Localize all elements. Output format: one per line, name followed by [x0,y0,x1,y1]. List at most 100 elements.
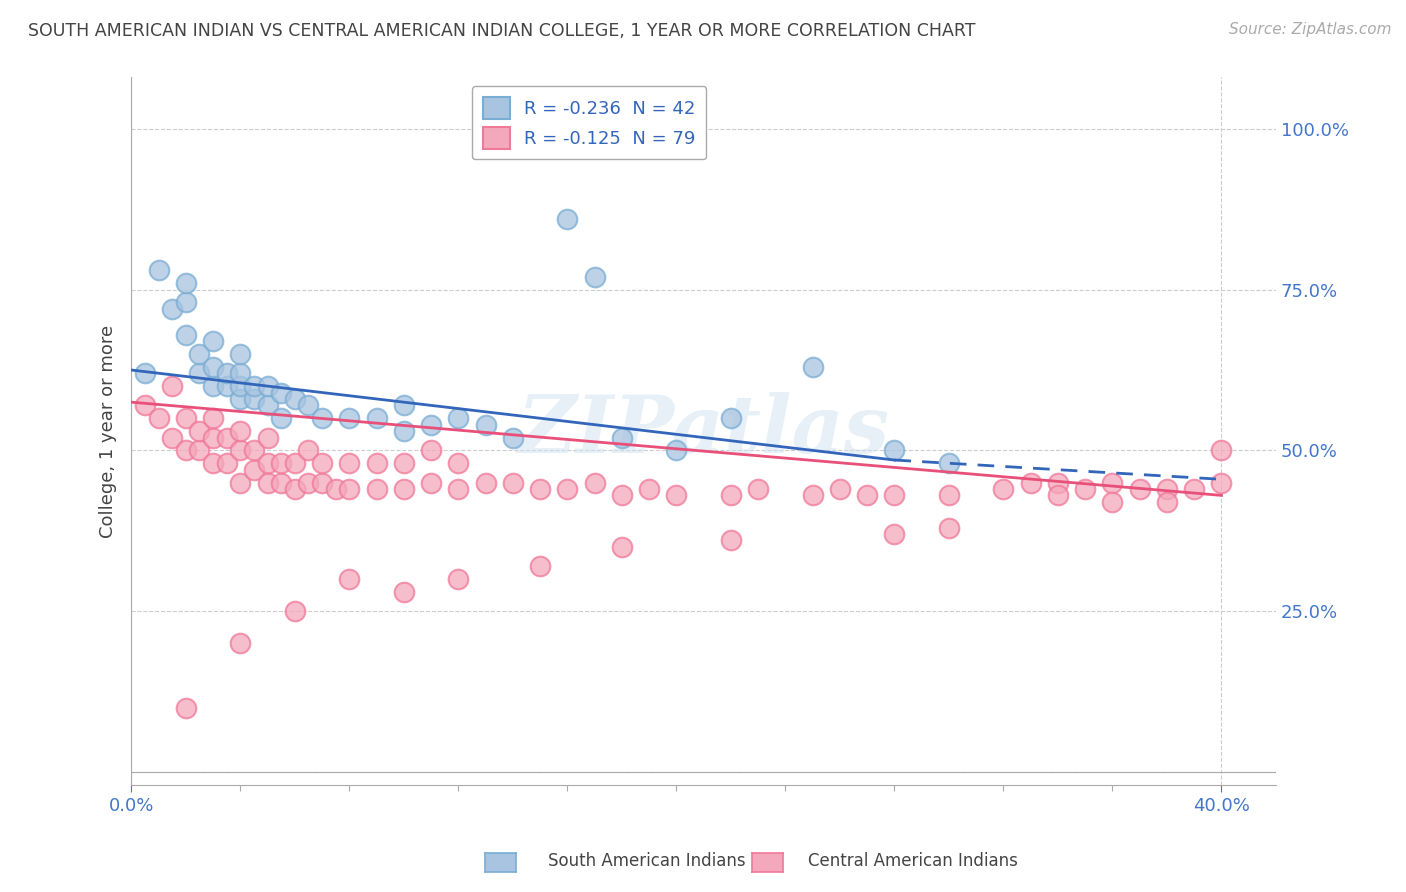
Point [256,456,278,470]
Point [747,482,769,496]
Point [557,211,579,226]
Point [188,366,211,380]
Point [447,456,470,470]
Point [720,411,742,425]
Point [297,398,319,412]
Point [325,482,347,496]
Point [215,456,238,470]
Point [270,411,292,425]
Point [202,431,225,445]
Point [720,533,742,548]
Point [392,424,415,438]
Point [188,347,211,361]
Point [447,572,470,586]
Point [215,379,238,393]
Point [284,604,307,618]
Point [229,366,252,380]
Point [1211,443,1233,458]
Point [174,327,197,342]
Point [202,411,225,425]
Point [256,475,278,490]
Point [229,347,252,361]
Point [243,463,266,477]
Point [174,411,197,425]
Point [420,475,443,490]
Point [883,527,905,541]
Point [270,456,292,470]
Point [270,475,292,490]
Point [243,392,266,406]
Point [284,456,307,470]
Point [1182,482,1205,496]
Point [337,456,360,470]
Point [801,488,824,502]
Point [297,443,319,458]
Point [665,488,688,502]
Point [1074,482,1097,496]
Point [610,540,633,554]
Text: Source: ZipAtlas.com: Source: ZipAtlas.com [1229,22,1392,37]
Point [215,366,238,380]
Point [160,379,183,393]
Point [366,482,388,496]
Y-axis label: College, 1 year or more: College, 1 year or more [100,325,117,538]
Point [1156,482,1178,496]
Point [337,572,360,586]
Point [243,443,266,458]
Point [229,636,252,650]
Point [270,385,292,400]
Point [148,411,170,425]
Point [202,334,225,348]
Point [1101,475,1123,490]
Point [174,443,197,458]
Point [188,424,211,438]
Point [256,431,278,445]
Point [610,431,633,445]
Point [938,488,960,502]
Point [420,417,443,432]
Point [1101,495,1123,509]
Point [392,456,415,470]
Text: Central American Indians: Central American Indians [808,852,1018,870]
Point [134,398,156,412]
Point [202,456,225,470]
Point [229,392,252,406]
Point [638,482,661,496]
Point [447,411,470,425]
Point [311,456,333,470]
Point [229,475,252,490]
Point [1129,482,1152,496]
Point [243,379,266,393]
Point [229,424,252,438]
Point [993,482,1015,496]
Point [583,475,606,490]
Point [1019,475,1042,490]
Point [160,301,183,316]
Point [720,488,742,502]
Point [215,431,238,445]
Point [474,475,496,490]
Point [148,263,170,277]
Point [1046,488,1069,502]
Point [297,475,319,490]
Point [284,482,307,496]
Point [502,431,524,445]
Point [420,443,443,458]
Text: SOUTH AMERICAN INDIAN VS CENTRAL AMERICAN INDIAN COLLEGE, 1 YEAR OR MORE CORRELA: SOUTH AMERICAN INDIAN VS CENTRAL AMERICA… [28,22,976,40]
Point [202,379,225,393]
Point [856,488,879,502]
Point [284,392,307,406]
Point [134,366,156,380]
Legend: R = -0.236  N = 42, R = -0.125  N = 79: R = -0.236 N = 42, R = -0.125 N = 79 [472,87,706,160]
Point [529,482,551,496]
Point [311,475,333,490]
Point [174,276,197,290]
Point [801,359,824,374]
Point [160,431,183,445]
Point [665,443,688,458]
Point [828,482,851,496]
Point [883,488,905,502]
Point [1156,495,1178,509]
Point [610,488,633,502]
Point [188,443,211,458]
